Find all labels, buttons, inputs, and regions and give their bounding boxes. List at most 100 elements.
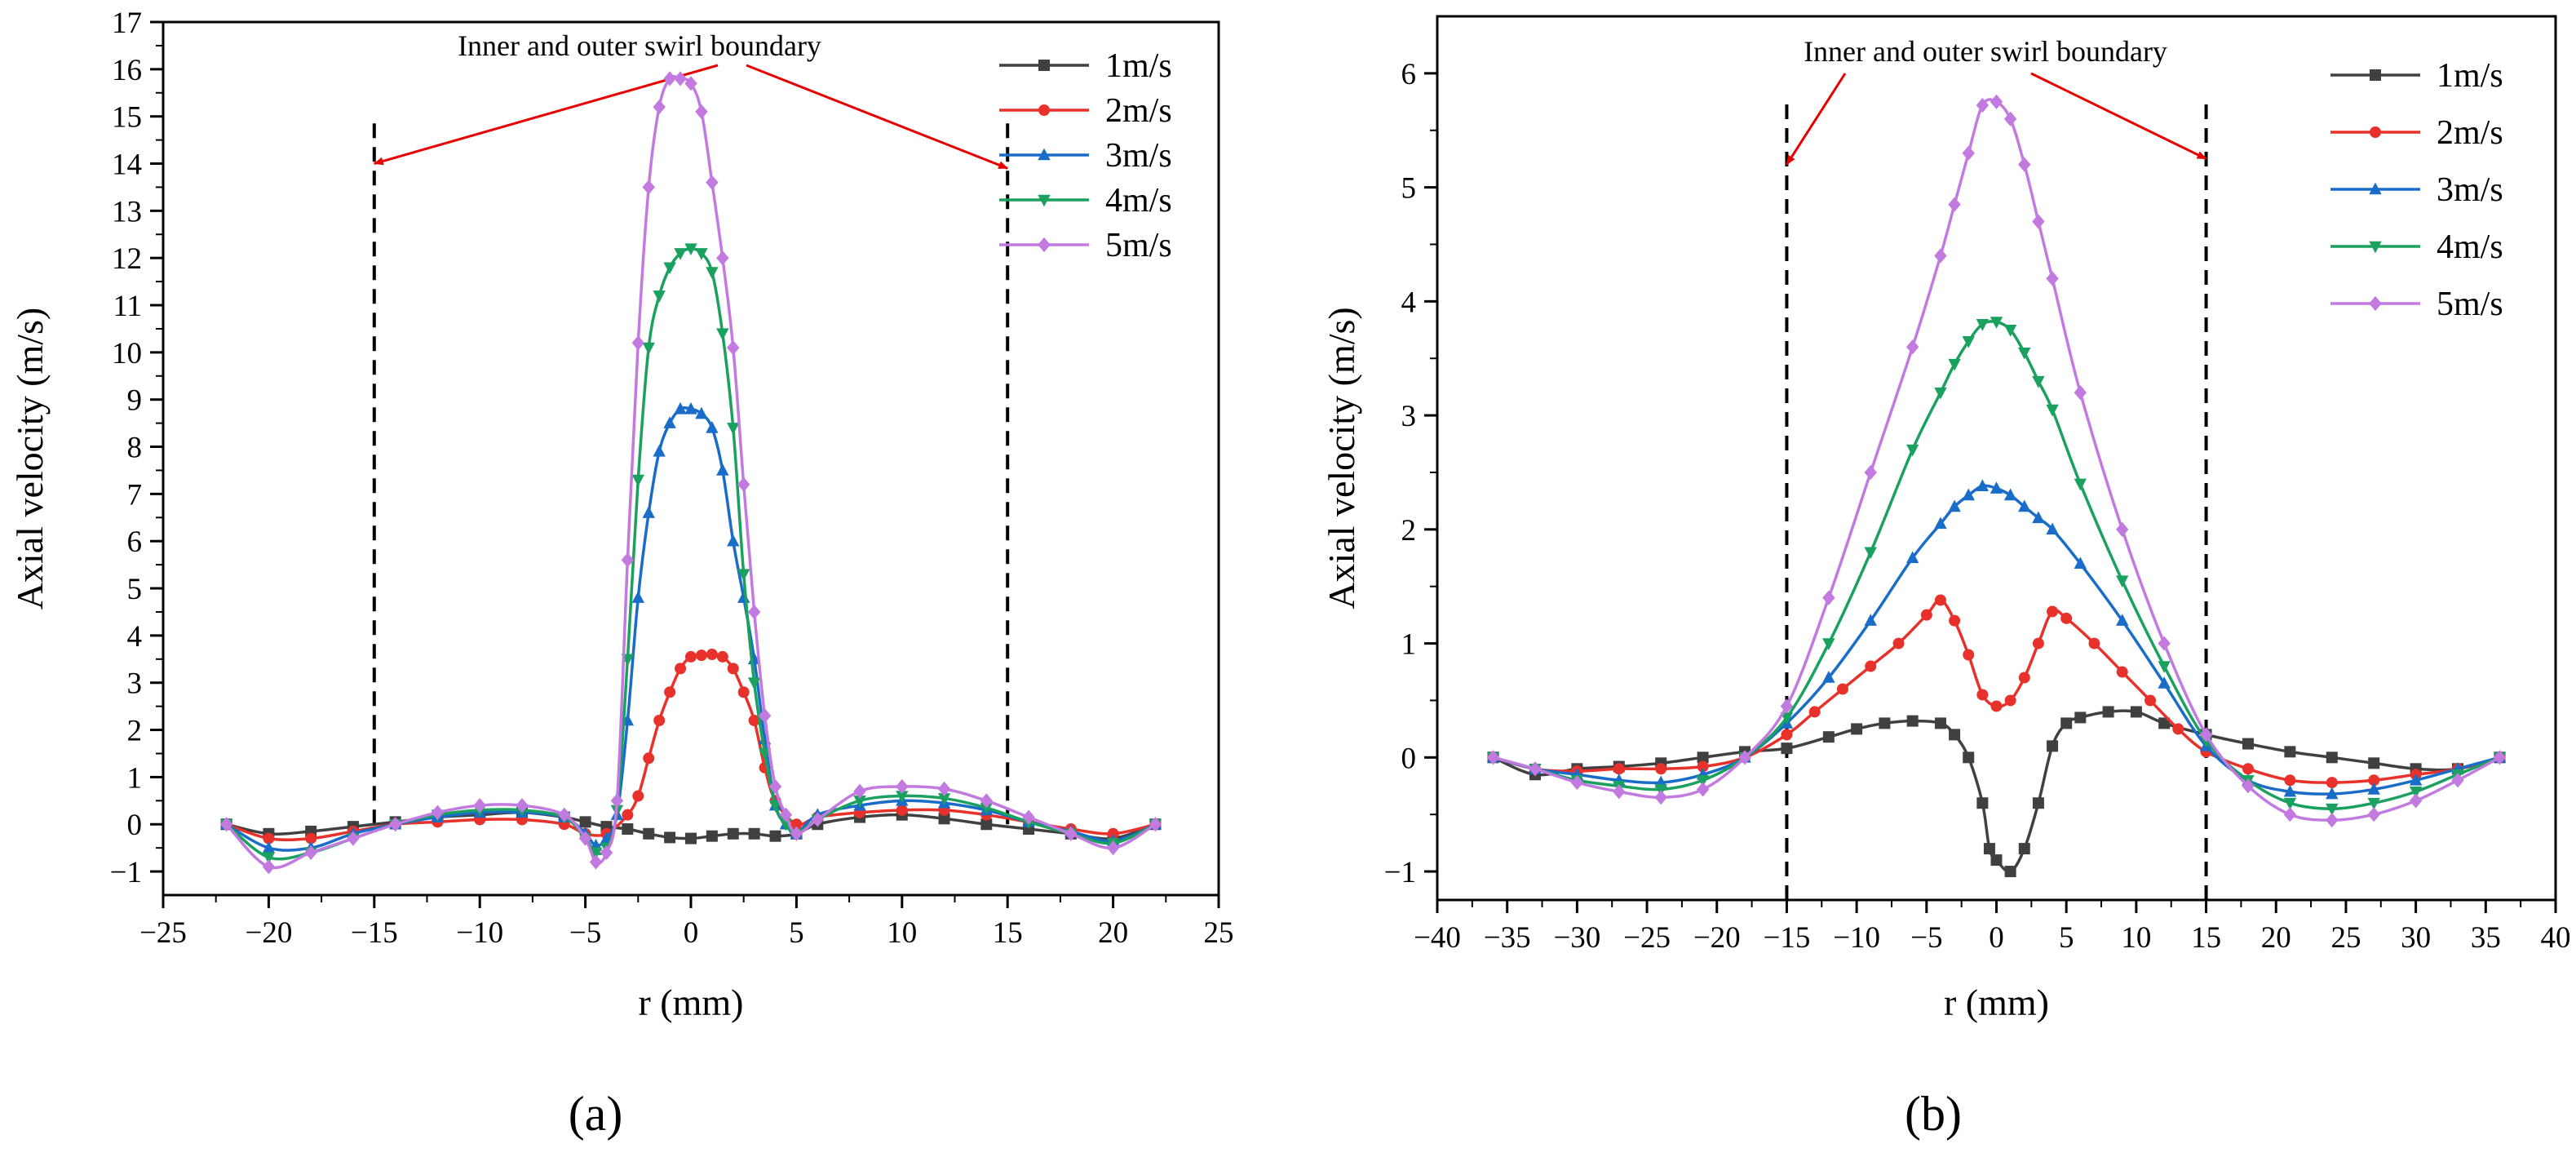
series-line bbox=[1492, 709, 2500, 874]
data-point bbox=[1613, 763, 1625, 775]
data-point bbox=[2018, 672, 2030, 684]
data-point bbox=[1963, 649, 1975, 661]
data-point bbox=[684, 401, 697, 414]
data-point bbox=[748, 827, 760, 840]
data-point bbox=[2493, 750, 2507, 765]
x-tick-label: 15 bbox=[993, 916, 1023, 950]
data-point bbox=[2326, 751, 2338, 764]
annotation-arrow bbox=[1786, 73, 1847, 166]
data-point bbox=[1934, 516, 1947, 530]
series-4m/s bbox=[1486, 317, 2507, 816]
data-point bbox=[2116, 521, 2129, 537]
y-tick-label: 3 bbox=[127, 667, 143, 701]
data-point bbox=[1934, 594, 1946, 606]
data-point bbox=[2144, 694, 2157, 707]
x-tick-label: −15 bbox=[1764, 921, 1811, 955]
data-point bbox=[790, 818, 803, 831]
data-point bbox=[2004, 694, 2016, 707]
data-point bbox=[2003, 324, 2017, 337]
data-point bbox=[1780, 698, 1794, 714]
data-point bbox=[663, 262, 676, 275]
data-point bbox=[643, 827, 655, 840]
legend-label: 2m/s bbox=[1105, 92, 1172, 130]
x-axis-title: r (mm) bbox=[1944, 982, 2049, 1023]
y-tick-label: −1 bbox=[1384, 856, 1416, 889]
data-point bbox=[1934, 248, 1947, 264]
data-point bbox=[2047, 605, 2059, 618]
data-point bbox=[2284, 746, 2296, 758]
x-tick-label: 5 bbox=[789, 916, 804, 950]
data-point bbox=[980, 793, 994, 809]
data-point bbox=[2368, 757, 2380, 769]
y-axis-title: Axial velocity (m/s) bbox=[1321, 307, 1362, 609]
data-point bbox=[631, 591, 644, 603]
data-point bbox=[631, 474, 644, 487]
data-point bbox=[2003, 488, 2017, 501]
data-point bbox=[219, 817, 233, 832]
y-tick-label: 3 bbox=[1401, 400, 1417, 433]
data-point bbox=[779, 807, 793, 822]
series-line bbox=[225, 74, 1157, 870]
data-point bbox=[1948, 499, 1961, 512]
data-point bbox=[716, 463, 729, 476]
data-point bbox=[1836, 683, 1848, 695]
legend-swatch-marker bbox=[1038, 148, 1051, 161]
data-point bbox=[790, 826, 803, 841]
data-point bbox=[642, 506, 655, 518]
data-point bbox=[2242, 778, 2255, 794]
data-point bbox=[2102, 706, 2114, 718]
data-point bbox=[1738, 750, 1751, 765]
data-point bbox=[1879, 717, 1891, 729]
data-point bbox=[2046, 404, 2059, 417]
data-point bbox=[2032, 375, 2045, 388]
y-tick-label: 4 bbox=[1401, 286, 1417, 319]
data-point bbox=[695, 104, 708, 119]
data-point bbox=[2283, 807, 2297, 822]
data-point bbox=[631, 335, 644, 351]
y-tick-label: 6 bbox=[127, 525, 143, 559]
data-point bbox=[579, 816, 591, 828]
data-point bbox=[2172, 723, 2184, 735]
data-point bbox=[1864, 547, 1877, 560]
y-tick-label: 2 bbox=[127, 715, 143, 748]
data-point bbox=[2367, 797, 2380, 810]
data-point bbox=[1865, 660, 1877, 672]
data-point bbox=[1486, 750, 1500, 765]
data-point bbox=[1781, 729, 1793, 741]
data-point bbox=[706, 175, 719, 190]
y-tick-label: 7 bbox=[127, 478, 143, 512]
data-point bbox=[2158, 717, 2171, 729]
data-point bbox=[473, 798, 486, 813]
data-point bbox=[1990, 854, 2003, 867]
data-point bbox=[2116, 575, 2129, 588]
y-axis-title: Axial velocity (m/s) bbox=[9, 308, 51, 610]
data-point bbox=[1808, 706, 1821, 718]
data-point bbox=[2158, 661, 2171, 673]
data-point bbox=[1864, 614, 1877, 626]
legend-swatch-marker bbox=[2369, 241, 2382, 254]
data-point bbox=[622, 809, 634, 821]
legend-swatch-marker bbox=[2369, 295, 2382, 312]
data-point bbox=[1905, 444, 1919, 457]
legend-item: 4m/s bbox=[999, 182, 1172, 219]
data-point bbox=[706, 649, 718, 661]
x-tick-label: −5 bbox=[1910, 921, 1942, 955]
legend-label: 4m/s bbox=[2437, 228, 2503, 266]
data-point bbox=[664, 831, 676, 844]
data-point bbox=[1934, 387, 1947, 400]
data-point bbox=[1697, 751, 1709, 764]
data-point bbox=[758, 748, 772, 760]
data-point bbox=[1570, 774, 1584, 791]
x-tick-label: 0 bbox=[1989, 921, 2004, 955]
data-point bbox=[1106, 840, 1120, 856]
x-tick-label: 35 bbox=[2471, 921, 2501, 955]
data-point bbox=[980, 818, 993, 831]
data-point bbox=[1976, 797, 1989, 809]
data-point bbox=[1976, 689, 1989, 701]
annotation-text: Inner and outer swirl boundary bbox=[1804, 35, 2167, 68]
y-tick-label: 0 bbox=[1401, 742, 1417, 775]
legend-swatch-marker bbox=[1038, 60, 1050, 71]
data-point bbox=[727, 827, 739, 840]
data-point bbox=[1822, 671, 1835, 683]
